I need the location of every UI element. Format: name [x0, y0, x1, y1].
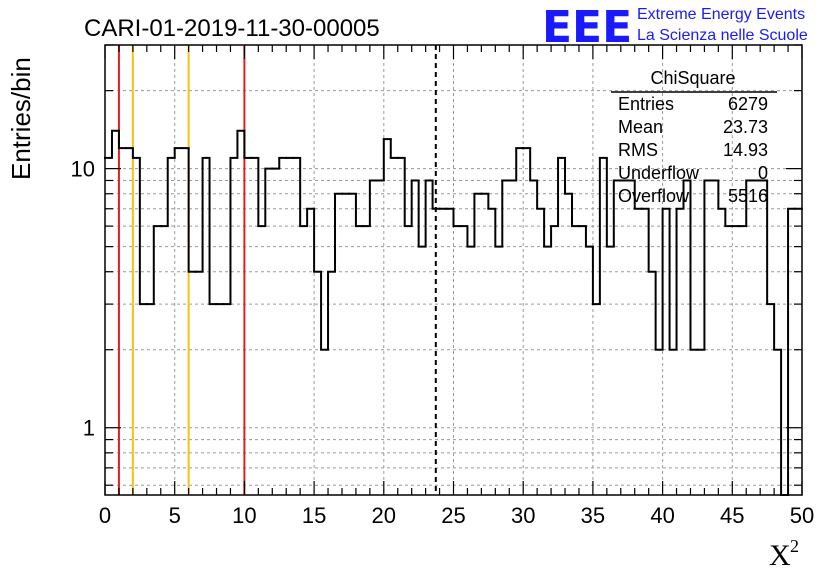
eee-logo: EEE Extreme Energy Events La Scienza nel…	[542, 2, 808, 53]
logo-line-2: La Scienza nelle Scuole	[637, 27, 808, 44]
x-tick-label: 25	[441, 503, 465, 528]
stats-value-mean: 23.73	[723, 117, 768, 137]
x-axis-label-base: X	[769, 539, 791, 572]
stats-label-overflow: Overflow	[618, 186, 690, 206]
y-tick-label: 1	[83, 416, 95, 441]
x-tick-label: 0	[99, 503, 111, 528]
stats-value-entries: 6279	[728, 94, 768, 114]
x-tick-label: 20	[372, 503, 396, 528]
stats-value-overflow: 5516	[728, 186, 768, 206]
stats-label-mean: Mean	[618, 117, 663, 137]
stats-label-underflow: Underflow	[618, 163, 700, 183]
chart-title: CARI-01-2019-11-30-00005	[84, 15, 380, 42]
stats-label-rms: RMS	[618, 140, 658, 160]
stats-title: ChiSquare	[650, 68, 735, 88]
x-tick-label: 5	[169, 503, 181, 528]
x-tick-label: 50	[790, 503, 814, 528]
x-tick-label: 10	[232, 503, 256, 528]
y-tick-label: 10	[71, 157, 95, 182]
x-tick-label: 40	[650, 503, 674, 528]
marker-lines	[117, 45, 437, 495]
x-axis-label-superscript: 2	[790, 536, 799, 556]
x-tick-label: 30	[511, 503, 535, 528]
y-axis: 1 10	[71, 44, 802, 486]
x-tick-label: 35	[581, 503, 605, 528]
x-axis-label: X 2	[769, 536, 799, 572]
x-axis: 0 5 10 15 20 25 30 35 40 45 50	[99, 45, 814, 528]
histogram-series	[104, 129, 803, 496]
stats-value-rms: 14.93	[723, 140, 768, 160]
stats-box: ChiSquare Entries 6279 Mean 23.73 RMS 14…	[611, 68, 777, 206]
stats-label-entries: Entries	[618, 94, 674, 114]
logo-line-1: Extreme Energy Events	[637, 6, 805, 23]
x-tick-label: 45	[720, 503, 744, 528]
x-tick-label: 15	[302, 503, 326, 528]
y-axis-label: Entries/bin	[6, 57, 36, 180]
stats-value-underflow: 0	[758, 163, 768, 183]
